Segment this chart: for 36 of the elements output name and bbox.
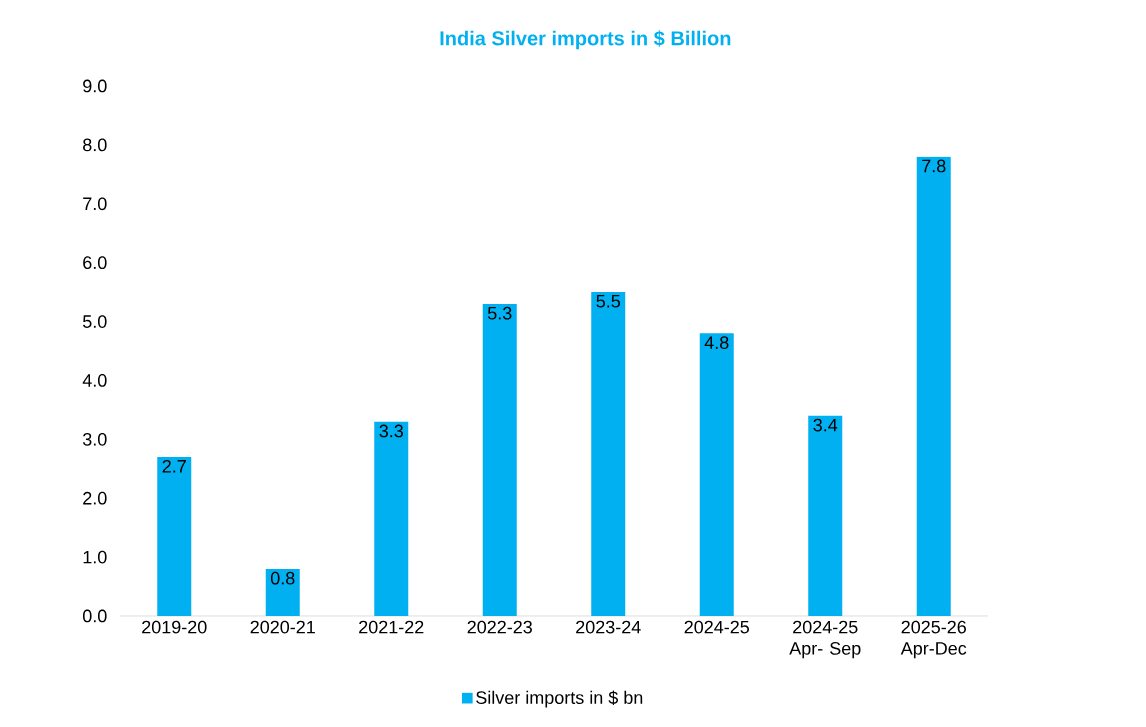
- data-label: 2.7: [162, 459, 186, 473]
- data-label: 3.3: [379, 424, 403, 438]
- bar: [916, 156, 951, 616]
- data-label: 5.3: [487, 306, 512, 320]
- bar: [591, 292, 626, 616]
- y-tick-label: 8.0: [83, 138, 107, 152]
- bar: [265, 568, 300, 616]
- y-tick-label: 9.0: [83, 79, 107, 93]
- x-tick-label: 2024-25 Apr- Sep: [789, 620, 861, 659]
- y-tick-label: 6.0: [83, 256, 107, 270]
- y-tick-label: 7.0: [83, 197, 107, 211]
- bar: [699, 333, 734, 616]
- data-label: 0.8: [270, 571, 295, 585]
- y-tick-label: 5.0: [82, 315, 107, 328]
- y-tick-label: 0.0: [82, 609, 107, 623]
- data-label: 7.8: [922, 159, 946, 173]
- y-tick-label: 4.0: [82, 374, 107, 387]
- x-tick-label: 2019-20: [142, 620, 207, 634]
- y-tick-label: 3.0: [82, 432, 107, 446]
- bar: [482, 303, 517, 616]
- legend-label: Silver imports in $ bn: [476, 690, 643, 708]
- x-tick-label: 2022-23: [467, 620, 532, 634]
- data-label: 5.5: [596, 295, 621, 308]
- x-tick-label: 2020-21: [250, 620, 315, 634]
- chart-title: India Silver imports in $ Billion: [440, 30, 731, 50]
- bar: [157, 456, 192, 616]
- x-tick-label: 2023-24: [576, 620, 641, 634]
- data-label: 3.4: [813, 418, 838, 432]
- y-tick-label: 1.0: [83, 550, 107, 564]
- data-label: 4.8: [704, 336, 729, 349]
- x-tick-label: 2025-26 Apr-Dec: [900, 620, 967, 659]
- bar: [374, 421, 409, 616]
- x-tick-label: 2021-22: [359, 620, 424, 634]
- y-tick-label: 2.0: [83, 491, 107, 505]
- bar: [808, 415, 843, 616]
- x-tick-label: 2024-25: [684, 620, 750, 634]
